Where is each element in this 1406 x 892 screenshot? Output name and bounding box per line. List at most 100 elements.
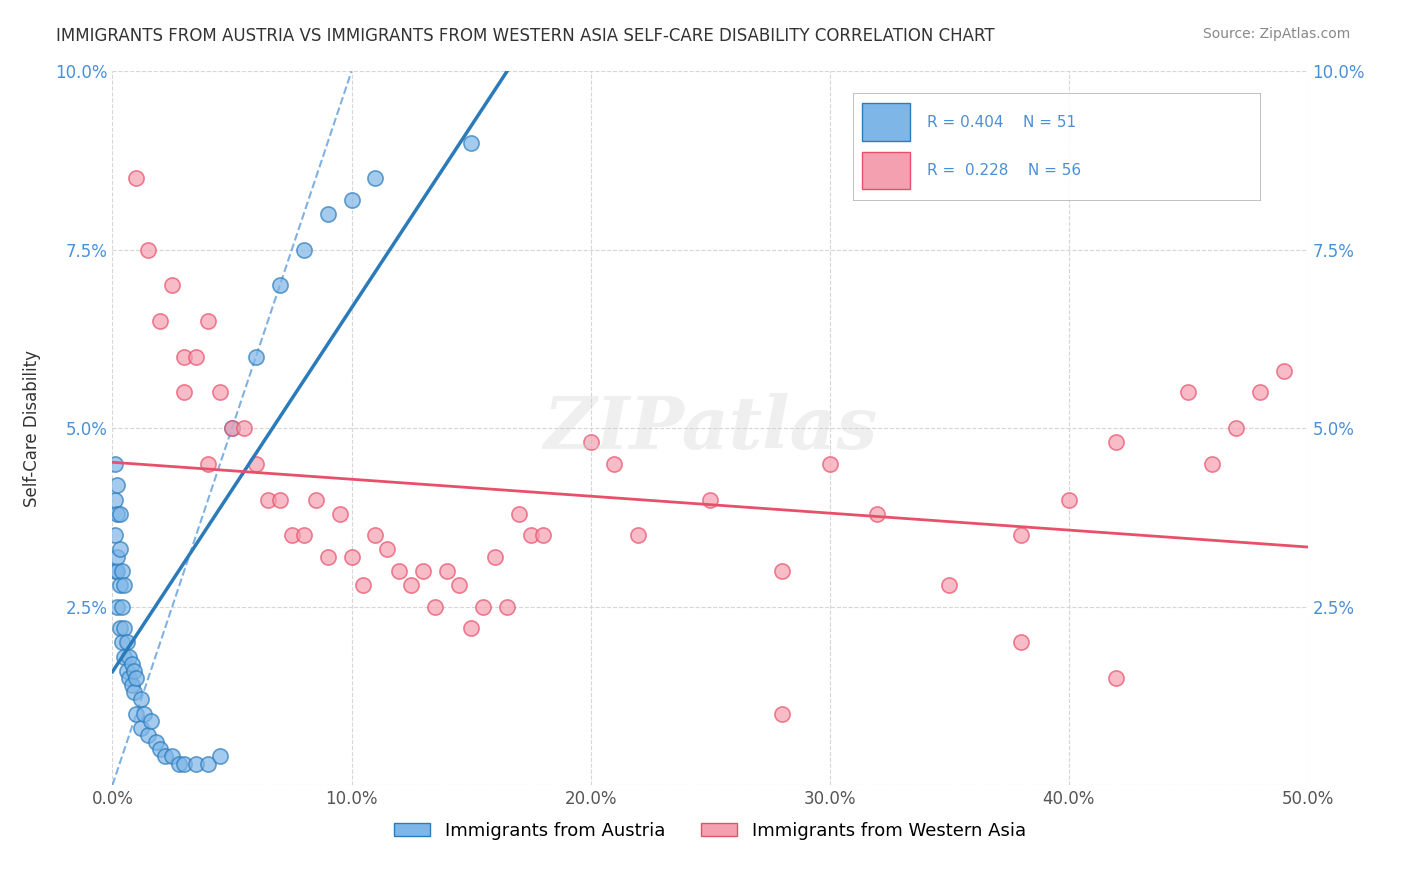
Point	[105, 478, 128, 492]
Point	[186, 350, 208, 364]
Point	[118, 649, 141, 664]
Point	[1272, 364, 1295, 378]
Point	[1201, 457, 1223, 471]
Point	[125, 171, 148, 186]
Point	[209, 749, 232, 764]
Point	[412, 564, 434, 578]
Point	[115, 664, 138, 678]
Point	[197, 756, 219, 771]
Point	[340, 193, 363, 207]
Point	[149, 742, 172, 756]
Point	[108, 542, 131, 557]
Point	[221, 421, 243, 435]
Point	[121, 678, 143, 692]
Point	[1010, 528, 1032, 542]
Point	[281, 528, 304, 542]
Point	[1010, 635, 1032, 649]
Point	[496, 599, 519, 614]
Point	[122, 685, 145, 699]
Point	[173, 756, 195, 771]
Text: ZIPatlas: ZIPatlas	[543, 392, 877, 464]
Point	[138, 728, 160, 742]
Point	[114, 578, 135, 592]
Point	[139, 714, 162, 728]
Point	[1105, 435, 1128, 450]
Point	[1177, 385, 1199, 400]
Point	[173, 350, 195, 364]
Point	[1225, 421, 1247, 435]
Point	[269, 492, 291, 507]
Point	[531, 528, 554, 542]
Point	[938, 578, 960, 592]
Point	[866, 507, 889, 521]
Point	[169, 756, 191, 771]
Point	[340, 549, 363, 564]
Point	[104, 492, 127, 507]
Point	[153, 749, 176, 764]
Point	[145, 735, 167, 749]
Point	[149, 314, 172, 328]
Point	[388, 564, 411, 578]
Point	[305, 492, 328, 507]
Point	[472, 599, 495, 614]
Point	[233, 421, 256, 435]
Point	[132, 706, 155, 721]
Point	[818, 457, 841, 471]
Point	[699, 492, 721, 507]
Point	[627, 528, 650, 542]
Point	[114, 649, 135, 664]
Point	[245, 457, 267, 471]
Point	[105, 599, 128, 614]
Point	[108, 621, 131, 635]
Point	[162, 278, 183, 293]
Point	[257, 492, 280, 507]
Point	[197, 314, 219, 328]
Point	[401, 578, 423, 592]
Point	[104, 564, 127, 578]
Point	[364, 171, 387, 186]
Point	[111, 564, 134, 578]
Point	[425, 599, 447, 614]
Point	[121, 657, 143, 671]
Point	[105, 507, 128, 521]
Point	[173, 385, 195, 400]
Point	[122, 664, 145, 678]
Point	[104, 457, 127, 471]
Point	[377, 542, 399, 557]
Point	[460, 136, 482, 150]
Point	[105, 564, 128, 578]
Text: IMMIGRANTS FROM AUSTRIA VS IMMIGRANTS FROM WESTERN ASIA SELF-CARE DISABILITY COR: IMMIGRANTS FROM AUSTRIA VS IMMIGRANTS FR…	[56, 27, 995, 45]
Y-axis label: Self-Care Disability: Self-Care Disability	[24, 350, 41, 507]
Point	[520, 528, 543, 542]
Point	[352, 578, 374, 592]
Point	[118, 671, 141, 685]
Point	[436, 564, 458, 578]
Point	[114, 621, 135, 635]
Point	[105, 549, 128, 564]
Point	[162, 749, 183, 764]
Point	[108, 507, 131, 521]
Point	[579, 435, 602, 450]
Point	[1249, 385, 1271, 400]
Point	[125, 706, 148, 721]
Point	[484, 549, 506, 564]
Point	[1105, 671, 1128, 685]
Point	[129, 692, 152, 706]
Point	[603, 457, 626, 471]
Point	[125, 671, 148, 685]
Point	[197, 457, 219, 471]
Point	[770, 706, 793, 721]
Legend: Immigrants from Austria, Immigrants from Western Asia: Immigrants from Austria, Immigrants from…	[387, 815, 1033, 847]
Point	[111, 599, 134, 614]
Point	[364, 528, 387, 542]
Text: Source: ZipAtlas.com: Source: ZipAtlas.com	[1202, 27, 1350, 41]
Point	[129, 721, 152, 735]
Point	[186, 756, 208, 771]
Point	[221, 421, 243, 435]
Point	[316, 207, 339, 221]
Point	[1057, 492, 1080, 507]
Point	[111, 635, 134, 649]
Point	[209, 385, 232, 400]
Point	[329, 507, 352, 521]
Point	[460, 621, 482, 635]
